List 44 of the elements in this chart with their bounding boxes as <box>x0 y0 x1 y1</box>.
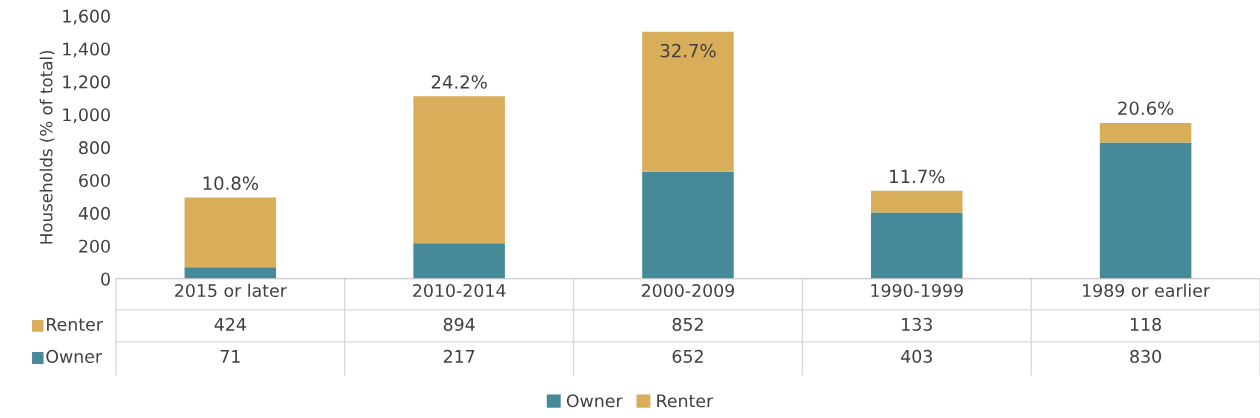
bar <box>413 96 505 244</box>
x-tick-label: 1989 or earlier <box>1083 283 1211 298</box>
y-tick-label: 200 <box>79 239 110 253</box>
annotation: 10.8% <box>203 176 259 191</box>
data-label: 133 <box>902 317 932 331</box>
annotation: 32.7% <box>660 43 716 58</box>
data-label: 118 <box>1130 317 1161 331</box>
y-tick-label: 800 <box>79 141 110 155</box>
x-tick-label: 2010-2014 <box>413 283 506 298</box>
bar <box>1099 142 1192 279</box>
y-tick-label: 600 <box>79 173 110 188</box>
legend-label: Owner <box>46 349 103 363</box>
data-label: 403 <box>901 349 932 363</box>
y-tick-label: 0 <box>101 272 110 286</box>
y-tick-label: 1,400 <box>63 42 110 58</box>
data-label: 424 <box>214 317 246 331</box>
x-tick-label: 2015 or later <box>175 283 287 298</box>
x-tick-label: 1990-1999 <box>871 283 963 298</box>
y-tick-label: 1,200 <box>63 75 110 91</box>
data-label: 894 <box>443 317 475 331</box>
y-tick-label: 1,000 <box>63 108 110 124</box>
annotation: 11.7% <box>890 169 945 184</box>
bar <box>871 190 963 213</box>
data-label: 71 <box>220 350 240 363</box>
bar <box>184 197 277 268</box>
bar <box>642 171 734 279</box>
bar <box>642 31 734 172</box>
text: Renter <box>657 394 714 408</box>
data-label: 830 <box>1130 349 1162 363</box>
text: Owner <box>566 394 623 408</box>
x-tick-label: 2000-2009 <box>641 283 735 298</box>
annotation: 20.6% <box>1118 101 1174 116</box>
bar <box>871 212 963 279</box>
bar <box>184 267 277 279</box>
data-label: 217 <box>443 349 475 363</box>
y-tick-label: 1,600 <box>63 9 110 25</box>
annotation: 24.2% <box>431 75 487 89</box>
data-label: 852 <box>672 317 703 331</box>
legend-label: Renter <box>47 318 103 331</box>
y-tick-label: 400 <box>78 206 110 220</box>
data-label: 652 <box>672 349 703 363</box>
bar <box>1099 123 1192 143</box>
y-axis-title: Households (% of total) <box>39 50 55 244</box>
bar <box>413 243 505 279</box>
